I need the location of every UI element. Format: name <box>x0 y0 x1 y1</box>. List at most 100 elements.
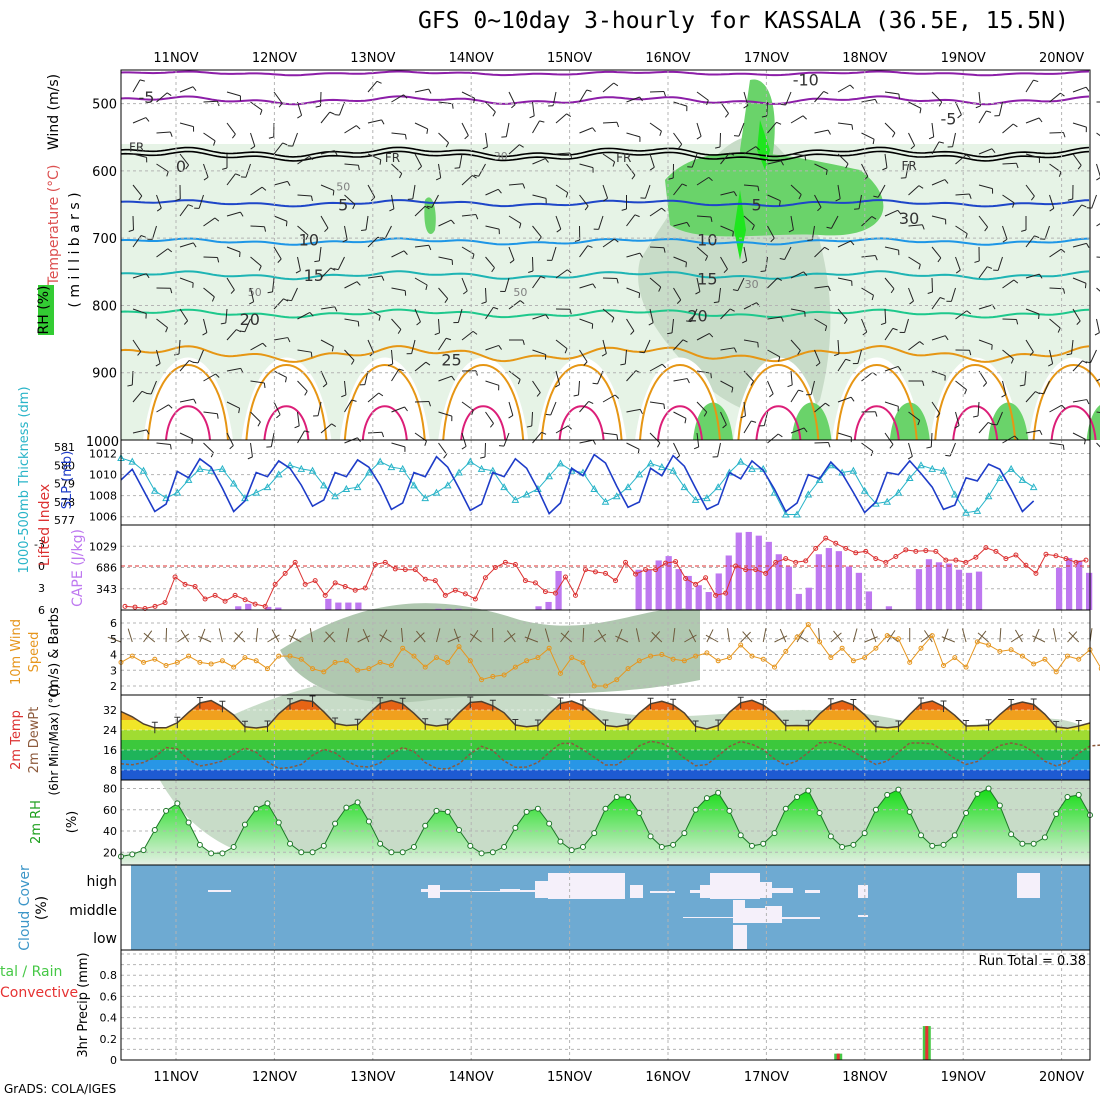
cape-bar <box>945 563 953 610</box>
wind-barb-flag <box>986 110 992 113</box>
slp-frame <box>120 439 1091 526</box>
thickness-point <box>894 488 903 496</box>
surface-wind-barb <box>288 634 302 643</box>
rh-point <box>241 821 248 828</box>
wind-barb-flag <box>648 322 654 326</box>
thickness-point <box>421 494 430 502</box>
cape-bar <box>435 608 442 610</box>
wind-barb-flag <box>286 299 292 302</box>
cape-bar <box>675 569 682 610</box>
wind-speed-point <box>580 659 586 665</box>
wind-barb-flag <box>777 277 782 281</box>
wind-barb <box>320 184 335 191</box>
isotherm-35 <box>460 405 507 441</box>
wind-barb-flag <box>892 327 898 331</box>
wind-barb <box>837 358 847 372</box>
wind-barb <box>132 390 143 403</box>
lifted-point <box>572 592 578 598</box>
precip-frame <box>120 949 1091 1061</box>
wind-barb <box>555 370 561 385</box>
wind-barb-flag <box>984 226 989 232</box>
wind-barb <box>884 209 898 217</box>
wind-barb <box>1002 225 1008 240</box>
wind-barb-flag <box>686 320 692 323</box>
wind-barb <box>649 153 655 168</box>
isotherm-30 <box>343 364 426 441</box>
wind-barb <box>814 194 822 208</box>
wind-speed-point <box>974 639 980 645</box>
wind-barb <box>273 180 288 186</box>
wind-tick-label: 3 <box>110 664 117 677</box>
rh-point <box>985 785 992 792</box>
cloud-block <box>428 885 440 898</box>
wind-barb-flag <box>965 233 968 239</box>
wind-barb-flag <box>724 113 729 118</box>
rh-point <box>163 807 170 814</box>
isotherm-label: 30 <box>899 209 919 228</box>
temp-tick-label: 8 <box>110 764 117 777</box>
wind-barb <box>485 132 488 147</box>
cape-bar <box>825 548 832 610</box>
wind-barb-flag <box>334 150 338 156</box>
wind-barb <box>297 349 312 353</box>
wind-barb <box>837 308 848 320</box>
isotherm-label: FR <box>616 151 631 165</box>
wind-barb <box>790 153 805 156</box>
wind-barb-flag <box>489 423 494 428</box>
wind-barb-flag <box>1076 320 1081 325</box>
surface-wind-barb <box>864 636 878 643</box>
wind-barb <box>908 411 920 421</box>
surface-wind-barb <box>1067 631 1078 643</box>
wind-speed-point <box>287 653 293 659</box>
wind-barb-flag <box>287 181 291 186</box>
wind-barb <box>1049 349 1054 364</box>
wind-speed-point <box>873 645 879 651</box>
wind-barb-flag <box>987 266 993 269</box>
wind-barb <box>1049 92 1061 103</box>
precip-tick-label: 0.6 <box>100 990 118 1003</box>
pressure-tick-label: 500 <box>92 98 117 113</box>
lifted-point <box>1033 570 1039 576</box>
wind-barb-flag <box>918 185 924 189</box>
cloud-block <box>470 891 500 892</box>
thickness-point <box>849 466 858 474</box>
wind-barb-flag <box>880 322 886 326</box>
wind-barb <box>952 132 956 147</box>
wind-barb <box>1072 360 1083 372</box>
rh-point <box>208 850 215 857</box>
isotherm-freezing <box>120 150 1090 162</box>
lifted-point <box>202 596 208 602</box>
wind-barb-flag <box>444 298 449 304</box>
wind-speed-point <box>591 683 597 689</box>
wind-barb <box>508 144 520 155</box>
rh-point <box>613 794 620 800</box>
wind-barb-flag <box>731 387 734 393</box>
wind-barb <box>384 225 392 239</box>
wind-barb <box>438 318 440 334</box>
wind-barb <box>718 287 721 302</box>
lifted-point <box>402 567 408 573</box>
wind-barb <box>644 184 651 199</box>
wind-barb <box>743 302 757 310</box>
wind-barb <box>555 269 568 279</box>
wind-barb-flag <box>426 128 429 134</box>
wind-barb-flag <box>918 264 921 270</box>
wind-barb-flag <box>872 139 875 145</box>
wind-barb-flag <box>723 268 728 274</box>
wind-barb <box>858 194 862 209</box>
thickness-point <box>466 457 475 465</box>
lifted-point <box>603 570 608 576</box>
wind-barb <box>297 311 311 320</box>
wind-barb-flag <box>708 333 714 338</box>
wind-barb-flag <box>928 136 934 140</box>
wind-barb <box>179 277 194 284</box>
wind-barb <box>273 370 287 378</box>
wind-barb <box>908 256 921 265</box>
wind-barb <box>602 308 615 319</box>
lifted-point <box>903 547 909 553</box>
cape-bar <box>725 555 732 610</box>
wind-barb-flag <box>769 393 774 398</box>
wind-barb <box>367 236 379 248</box>
wind-barb <box>226 277 235 291</box>
rh-point <box>748 842 755 849</box>
